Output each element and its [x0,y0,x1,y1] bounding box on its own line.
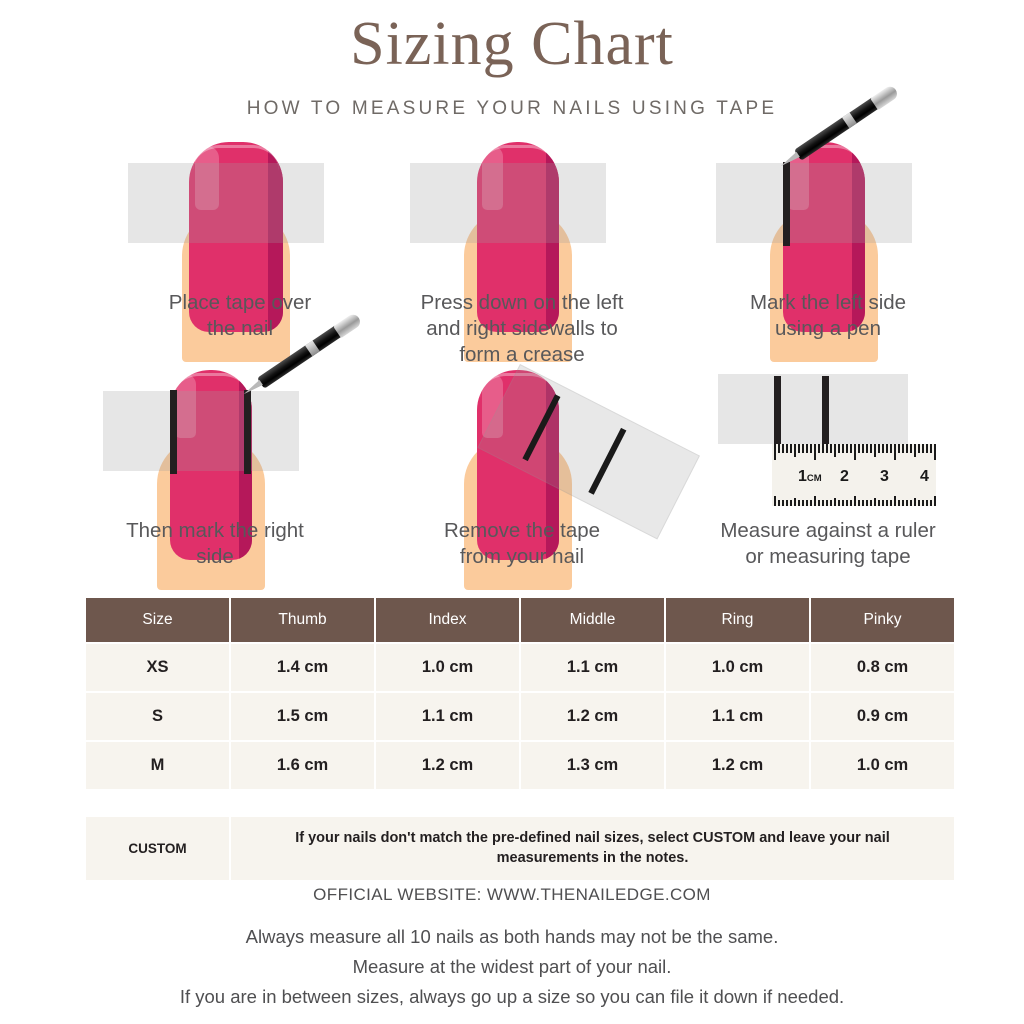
pen-mark-left [783,162,790,246]
cell-index: 1.0 cm [376,644,519,691]
step-6-illustration: 1CM 2 3 4 [698,358,958,528]
step-4: Then mark the right side [85,311,363,590]
step-3-caption: Mark the left side using a pen [749,291,907,341]
official-website: OFFICIAL WEBSITE: WWW.THENAILEDGE.COM [313,885,711,904]
step-2-caption: Press down on the left and right sidewal… [420,291,624,367]
step-5: Remove the tape from your nail [392,358,700,590]
page-title: Sizing Chart [350,10,674,78]
step-1: Place tape over the nail [110,130,370,362]
cell-size: XS [86,644,229,691]
ruler-label-2: 2 [840,468,849,485]
cell-thumb: 1.5 cm [231,693,374,740]
ruler-label-4: 4 [920,468,929,485]
cell-pinky: 1.0 cm [811,742,954,789]
sizing-table: Size Thumb Index Middle Ring Pinky XS 1.… [86,598,954,881]
col-header-middle: Middle [521,598,664,642]
step-6-caption: Measure against a ruler or measuring tap… [720,519,936,569]
cell-middle: 1.3 cm [521,742,664,789]
step-2-illustration [392,130,652,362]
col-header-index: Index [376,598,519,642]
col-header-ring: Ring [666,598,809,642]
ruler-ticks-bottom [772,492,936,506]
step-5-illustration [392,358,700,590]
nail-rim [173,372,249,399]
nail-shadow [267,142,283,332]
tape-mark-right [588,427,627,495]
ruler-label-1: 1CM [798,468,822,486]
col-header-pinky: Pinky [811,598,954,642]
cell-middle: 1.1 cm [521,644,664,691]
nail-rim [192,144,280,171]
nail-shape [477,142,559,332]
table-row: XS 1.4 cm 1.0 cm 1.1 cm 1.0 cm 0.8 cm [86,644,954,691]
tape-strip-flat [718,374,908,444]
nail-shadow [545,142,559,332]
nail-shadow [851,142,865,332]
ruler-ticks-top [772,444,936,462]
tape-mark-left [774,376,781,446]
step-6: 1CM 2 3 4 [698,358,958,568]
cell-size: M [86,742,229,789]
pen-mark-right [244,390,251,474]
cell-middle: 1.2 cm [521,693,664,740]
nail-shape [783,142,865,332]
col-header-thumb: Thumb [231,598,374,642]
step-3-illustration [698,83,958,362]
table-header-row: Size Thumb Index Middle Ring Pinky [86,598,954,642]
tape-mark-right [822,376,829,446]
cell-ring: 1.0 cm [666,644,809,691]
step-3: Mark the left side using a pen [698,83,958,362]
tape-strip [716,163,912,243]
step-1-caption: Place tape over the nail [168,291,312,341]
tape-mark-left [522,394,561,462]
table-row: M 1.6 cm 1.2 cm 1.3 cm 1.2 cm 1.0 cm [86,742,954,789]
cell-index: 1.1 cm [376,693,519,740]
custom-size-row: CUSTOM If your nails don't match the pre… [86,817,954,881]
nail-rim [786,144,862,171]
ruler-label-3: 3 [880,468,889,485]
ruler-label-1-value: 1 [798,468,807,485]
nail-rim [480,144,556,171]
col-header-size: Size [86,598,229,642]
tape-strip-creased [410,163,606,243]
note-line-1: Always measure all 10 nails as both hand… [245,926,779,947]
page-subtitle: HOW TO MEASURE YOUR NAILS USING TAPE [246,98,778,119]
nail-shape [189,142,283,332]
custom-description: If your nails don't match the pre-define… [231,817,954,881]
step-1-illustration [110,130,370,362]
cell-thumb: 1.6 cm [231,742,374,789]
table-row: S 1.5 cm 1.1 cm 1.2 cm 1.1 cm 0.9 cm [86,693,954,740]
custom-label: CUSTOM [86,817,229,881]
cell-ring: 1.2 cm [666,742,809,789]
cell-size: S [86,693,229,740]
pen-mark-left [170,390,177,474]
tape-strip [103,391,299,471]
ruler-unit: CM [806,473,822,484]
cell-thumb: 1.4 cm [231,644,374,691]
cell-index: 1.2 cm [376,742,519,789]
cell-pinky: 0.9 cm [811,693,954,740]
measurement-notes: Always measure all 10 nails as both hand… [0,922,1024,1012]
nail-rim [480,372,556,399]
note-line-3: If you are in between sizes, always go u… [179,985,845,1007]
step-2: Press down on the left and right sidewal… [392,130,652,366]
step-4-illustration [85,311,363,590]
nail-shape [170,370,252,560]
cell-ring: 1.1 cm [666,693,809,740]
tape-strip [128,163,324,243]
step-4-caption: Then mark the right side [126,519,304,569]
cell-pinky: 0.8 cm [811,644,954,691]
note-line-2: Measure at the widest part of your nail. [352,955,672,977]
ruler: 1CM 2 3 4 [772,444,936,506]
step-5-caption: Remove the tape from your nail [443,519,601,569]
